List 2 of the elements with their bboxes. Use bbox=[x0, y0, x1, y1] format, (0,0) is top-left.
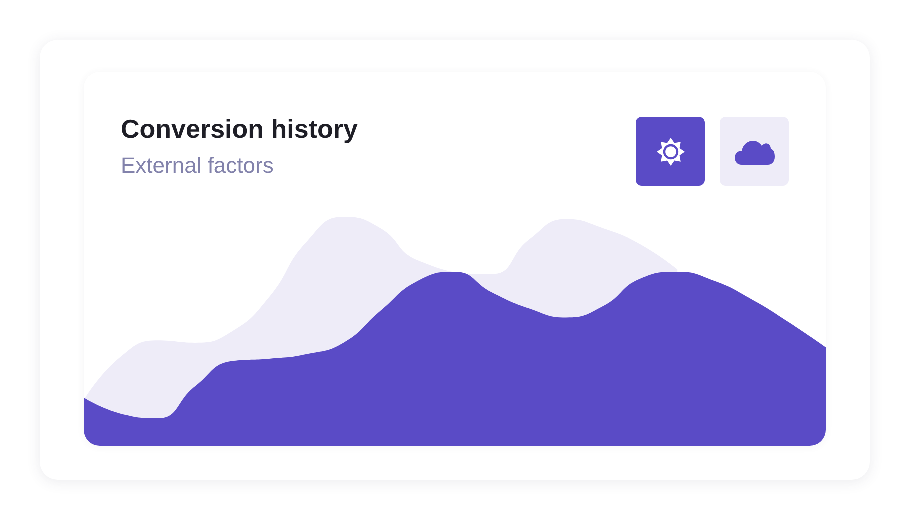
chart-title: Conversion history bbox=[121, 114, 358, 145]
chart-subtitle: External factors bbox=[121, 153, 274, 179]
